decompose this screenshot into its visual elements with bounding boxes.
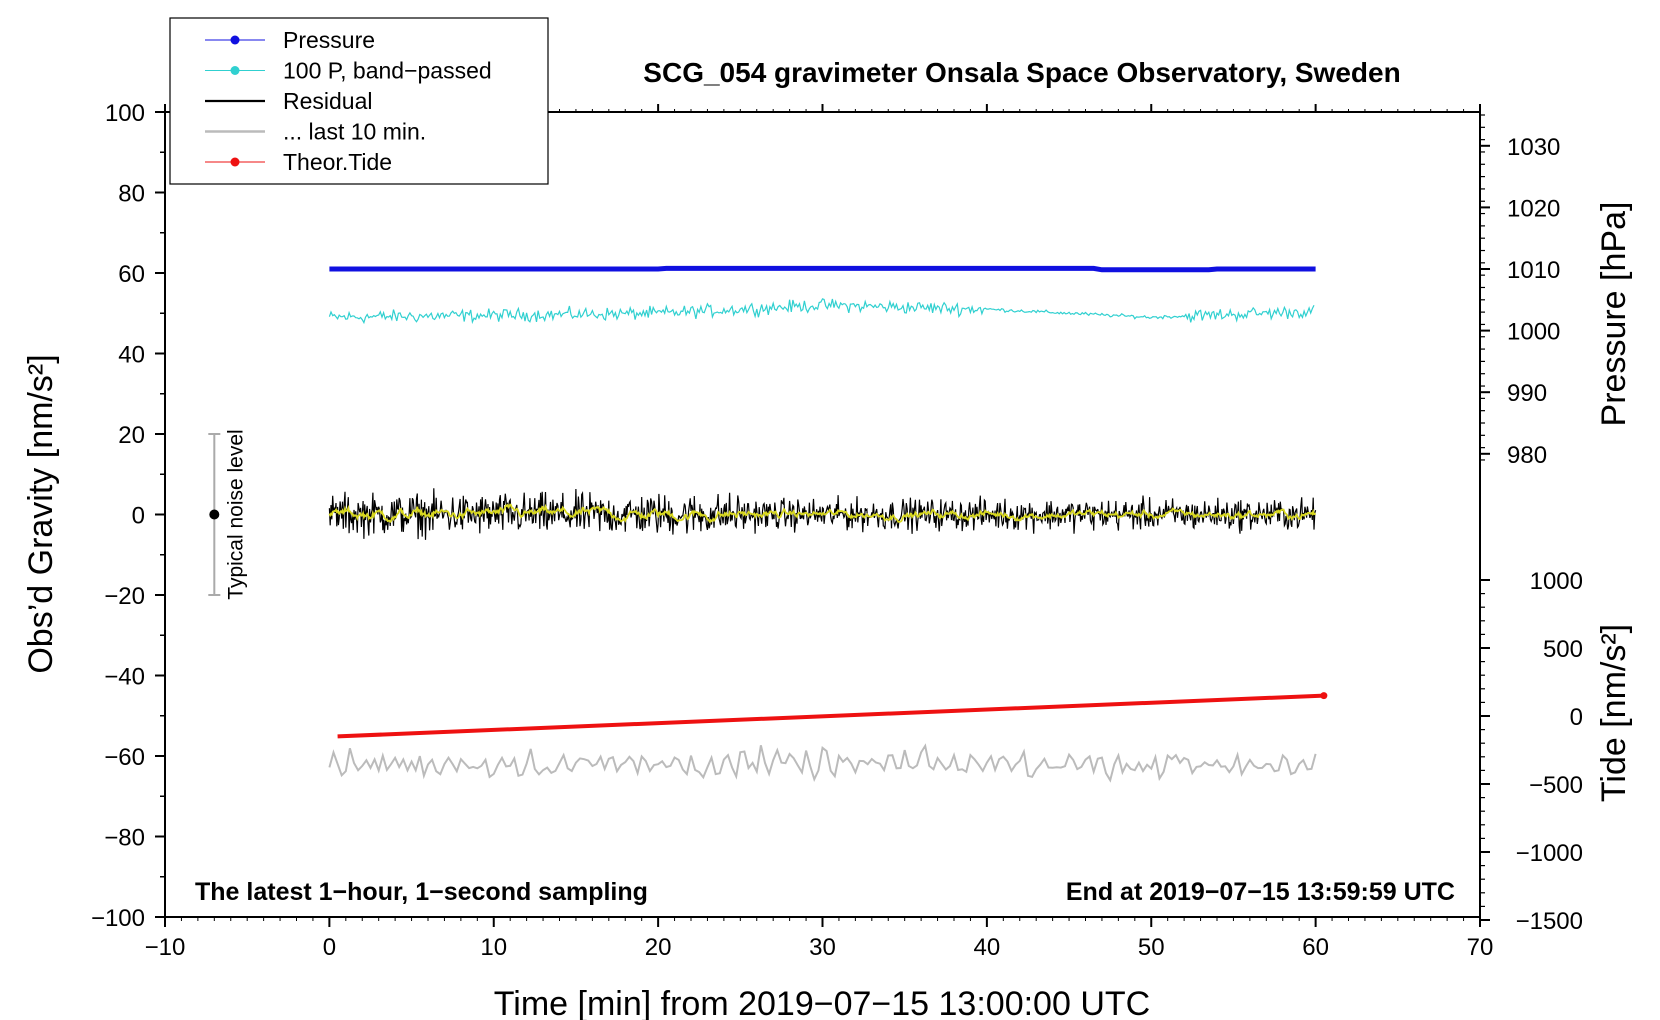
residual-smoothed-series xyxy=(328,503,1317,524)
y-tick-label: −60 xyxy=(104,744,145,771)
x-tick-label: 40 xyxy=(974,934,1001,961)
legend-marker xyxy=(230,157,240,167)
x-tick-label: 30 xyxy=(809,934,836,961)
tide-end-marker xyxy=(1320,692,1328,700)
y-tick-label: −80 xyxy=(104,825,145,852)
pressure-axis-label: Pressure [hPa] xyxy=(1595,202,1633,427)
pressure-tick-label: 1000 xyxy=(1507,319,1560,346)
x-tick-label: 50 xyxy=(1138,934,1165,961)
pressure-tick-label: 1010 xyxy=(1507,257,1560,284)
x-tick-label: 10 xyxy=(480,934,507,961)
noise-label: Typical noise level xyxy=(224,429,247,599)
pressure-series xyxy=(329,265,1316,273)
tide-axis-label: Tide [nm/s²] xyxy=(1595,624,1633,802)
annotation-bottom-right: End at 2019−07−15 13:59:59 UTC xyxy=(1066,878,1455,906)
annotation-bottom-left: The latest 1−hour, 1−second sampling xyxy=(195,878,648,906)
legend-label: ... last 10 min. xyxy=(283,119,426,145)
x-tick-label: 60 xyxy=(1302,934,1329,961)
pressure-tick-label: 1030 xyxy=(1507,134,1560,161)
tide-tick-label: −500 xyxy=(1529,772,1583,799)
last-10-min-series xyxy=(328,743,1317,783)
chart-title: SCG_054 gravimeter Onsala Space Observat… xyxy=(643,57,1400,88)
legend-entry: Pressure xyxy=(205,27,375,53)
y-axis-left: 100 80 60 40 20 0 −20 −40 −60 −80 −100 xyxy=(91,100,165,932)
noise-bar-dot xyxy=(209,509,220,520)
y-tick-label: 20 xyxy=(118,422,145,449)
y-tick-label: −100 xyxy=(91,905,145,932)
legend-entries: Pressure 100 P, band−passed Residual ... la… xyxy=(205,27,492,175)
tide-tick-label: −1500 xyxy=(1516,908,1583,935)
x-axis: −10 0 10 20 30 40 50 60 70 xyxy=(145,104,1494,961)
tide-tick-label: 1000 xyxy=(1530,568,1583,595)
tide-tick-label: −1000 xyxy=(1516,840,1583,867)
legend-label: 100 P, band−passed xyxy=(283,58,492,84)
noise-bar: Typical noise level xyxy=(208,429,247,600)
x-tick-label: 70 xyxy=(1467,934,1494,961)
y-axis-left-label: Obs’d Gravity [nm/s²] xyxy=(22,354,60,673)
y-tick-label: 80 xyxy=(118,181,145,208)
y-tick-label: −20 xyxy=(104,583,145,610)
legend-entry: Residual xyxy=(205,88,373,114)
legend-marker xyxy=(230,35,240,45)
y-tick-label: 100 xyxy=(105,100,145,127)
pressure-tick-label: 990 xyxy=(1507,380,1547,407)
legend-entry: 100 P, band−passed xyxy=(205,58,492,84)
legend-marker xyxy=(230,66,240,75)
y-axis-right: 1030 1020 1010 1000 990 980 1000 500 0 −500 −1000 −… xyxy=(1480,114,1583,935)
pressure-tick-label: 980 xyxy=(1507,442,1547,469)
pressure-tick-label: 1020 xyxy=(1507,195,1560,222)
x-axis-label: Time [min] from 2019−07−15 13:00:00 UTC xyxy=(494,985,1150,1020)
plot-series xyxy=(328,265,1328,783)
legend-entry: ... last 10 min. xyxy=(205,119,426,145)
y-tick-label: 40 xyxy=(118,342,145,369)
legend-label: Pressure xyxy=(283,27,375,53)
tide-tick-label: 0 xyxy=(1570,704,1583,731)
legend-label: Residual xyxy=(283,88,373,114)
legend-label: Theor.Tide xyxy=(283,149,392,175)
residual-series xyxy=(328,488,1317,540)
x-tick-label: 20 xyxy=(645,934,672,961)
legend: Pressure 100 P, band−passed Residual ... la… xyxy=(169,17,549,185)
y-axis-left-label-text: Obs’d Gravity [nm/s²] xyxy=(22,354,60,673)
x-tick-label: −10 xyxy=(145,934,186,961)
x-tick-label: 0 xyxy=(323,934,336,961)
legend-entry: Theor.Tide xyxy=(205,149,392,175)
tide-series xyxy=(337,693,1324,739)
y-tick-label: 60 xyxy=(118,261,145,288)
band-passed-series xyxy=(328,298,1315,325)
y-tick-label: 0 xyxy=(132,503,145,530)
y-tick-label: −40 xyxy=(104,664,145,691)
tide-tick-label: 500 xyxy=(1543,636,1583,663)
